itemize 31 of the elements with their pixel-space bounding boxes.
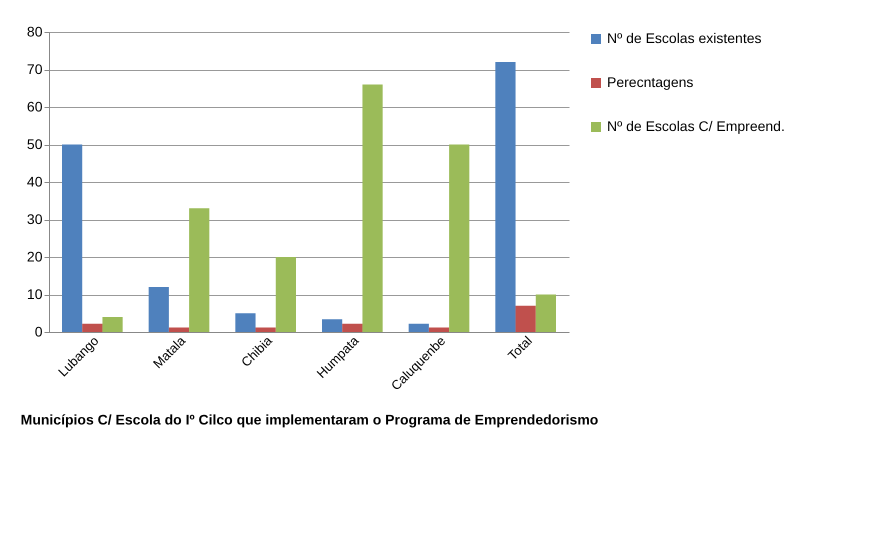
bar (536, 294, 556, 332)
bar (322, 319, 342, 332)
bar (189, 208, 210, 332)
bar (256, 328, 276, 332)
y-tick-label: 50 (26, 136, 43, 152)
legend-label: Nº de Escolas C/ Empreend. (607, 118, 785, 134)
bar (516, 306, 536, 332)
bar (495, 62, 516, 332)
y-tick-label: 20 (26, 248, 43, 264)
y-tick-label: 30 (26, 211, 43, 227)
bar (62, 144, 82, 332)
legend-label: Nº de Escolas existentes (607, 30, 762, 46)
bar (235, 313, 256, 332)
y-tick-label: 70 (26, 61, 43, 77)
bar (449, 144, 470, 332)
y-tick-label: 80 (26, 24, 43, 40)
bar (408, 324, 429, 332)
bar (82, 324, 102, 332)
y-tick-label: 0 (34, 324, 43, 340)
bar (276, 257, 296, 332)
legend-label: Perecntagens (607, 74, 694, 90)
y-tick-label: 40 (26, 174, 43, 190)
bar (168, 328, 190, 332)
bar (362, 84, 383, 332)
bar (148, 287, 169, 332)
y-tick-label: 60 (26, 98, 43, 114)
bar (102, 317, 123, 332)
x-axis-title: Municípios C/ Escola do Iº Cilco que implementaram o Programa de Emprendedorismo (20, 411, 598, 428)
bar (342, 324, 362, 332)
bar (428, 328, 450, 332)
y-tick-label: 10 (26, 286, 43, 302)
